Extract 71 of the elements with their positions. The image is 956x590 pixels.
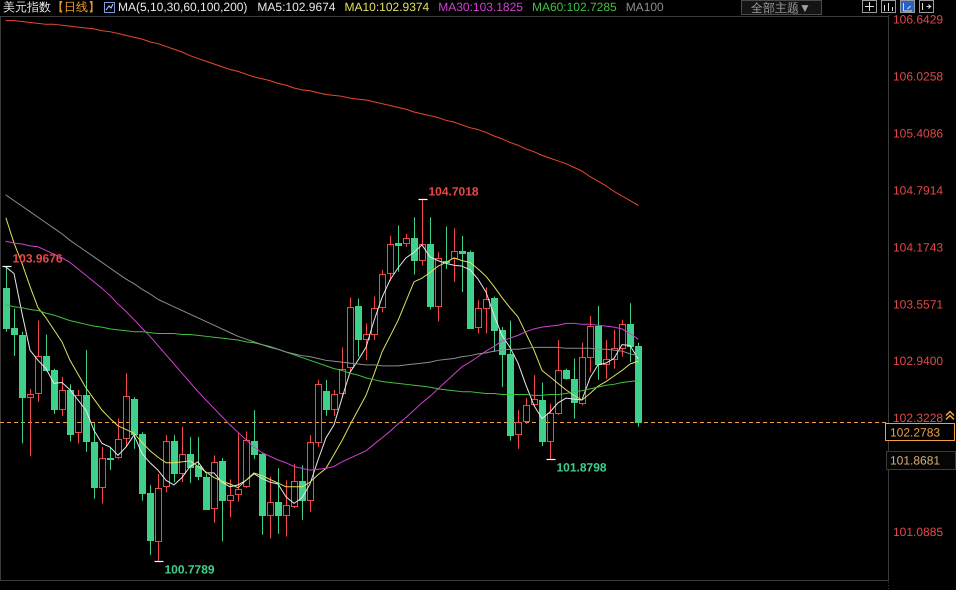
candlestick <box>563 368 570 380</box>
candlestick <box>83 350 90 452</box>
candlestick <box>275 468 282 534</box>
y-tick-label: 101.0885 <box>893 525 944 540</box>
candlestick <box>211 454 218 524</box>
candlestick <box>323 379 330 416</box>
candlestick <box>435 252 442 322</box>
text: MA100 <box>626 0 664 14</box>
line-series <box>6 194 638 366</box>
y-tick-label: 104.1743 <box>893 240 944 254</box>
text: MA5:102.9674 <box>257 0 336 14</box>
candlestick <box>107 446 114 471</box>
candlestick <box>67 384 74 442</box>
y-tick-label: 102.3228 <box>893 411 944 426</box>
candlestick <box>155 473 162 562</box>
text: 全部主题▼ <box>751 1 811 15</box>
candlestick <box>427 216 434 310</box>
annotation: 100.7789 <box>164 562 215 576</box>
candlestick <box>451 228 458 282</box>
candlestick <box>595 305 602 380</box>
candlestick <box>91 422 98 500</box>
candlestick <box>403 233 410 248</box>
candlestick <box>115 418 122 460</box>
chart-title: 美元指数 <box>3 0 51 14</box>
candlestick <box>395 225 402 272</box>
legend-title: MA(5,10,30,60,100,200) <box>118 0 248 14</box>
candlestick <box>243 430 250 488</box>
candlestick <box>379 269 386 313</box>
candlestick <box>443 226 450 270</box>
ref-line-label: 102.2783 <box>890 426 940 440</box>
candlestick <box>347 297 354 373</box>
text: 101.8681 <box>890 454 940 468</box>
candlestick <box>227 478 234 518</box>
candlestick <box>59 376 66 416</box>
candlestick <box>163 434 170 493</box>
candlestick <box>515 410 522 450</box>
candlestick <box>411 216 418 275</box>
candlestick <box>179 426 186 483</box>
candlestick <box>19 331 26 444</box>
candlestick <box>235 432 242 502</box>
y-tick-label: 105.4086 <box>893 126 944 140</box>
chart-subtitle: 【日线】 <box>52 0 100 14</box>
y-tick-label: 106.0258 <box>893 69 944 84</box>
candlestick <box>35 320 42 402</box>
candlestick <box>27 388 34 457</box>
candlestick <box>331 389 338 416</box>
annotation: 101.8798 <box>556 460 607 474</box>
y-tick-label: 103.5571 <box>893 297 944 312</box>
line-series <box>6 304 638 396</box>
candlestick <box>355 298 362 358</box>
candlestick <box>75 389 82 444</box>
candlestick <box>523 398 530 424</box>
y-tick-label: 106.6429 <box>893 12 944 26</box>
candlestick <box>539 382 546 447</box>
text: MA60:102.7285 <box>532 0 618 14</box>
candlestick <box>99 446 106 504</box>
candlestick <box>219 458 226 542</box>
line-series <box>6 20 638 206</box>
y-tick-label: 102.9400 <box>893 354 944 368</box>
candlestick <box>419 198 426 266</box>
candlestick <box>123 372 130 448</box>
candlestick <box>531 374 538 406</box>
candlestick <box>267 476 274 539</box>
candlestick <box>203 473 210 510</box>
y-tick-label: 104.7914 <box>893 183 944 198</box>
text: MA10:102.9374 <box>344 0 430 14</box>
candlestick <box>339 346 346 398</box>
text: MA30:103.1825 <box>438 0 524 14</box>
candlestick <box>387 235 394 282</box>
annotation: 104.7018 <box>428 184 479 198</box>
candlestick <box>171 434 178 483</box>
